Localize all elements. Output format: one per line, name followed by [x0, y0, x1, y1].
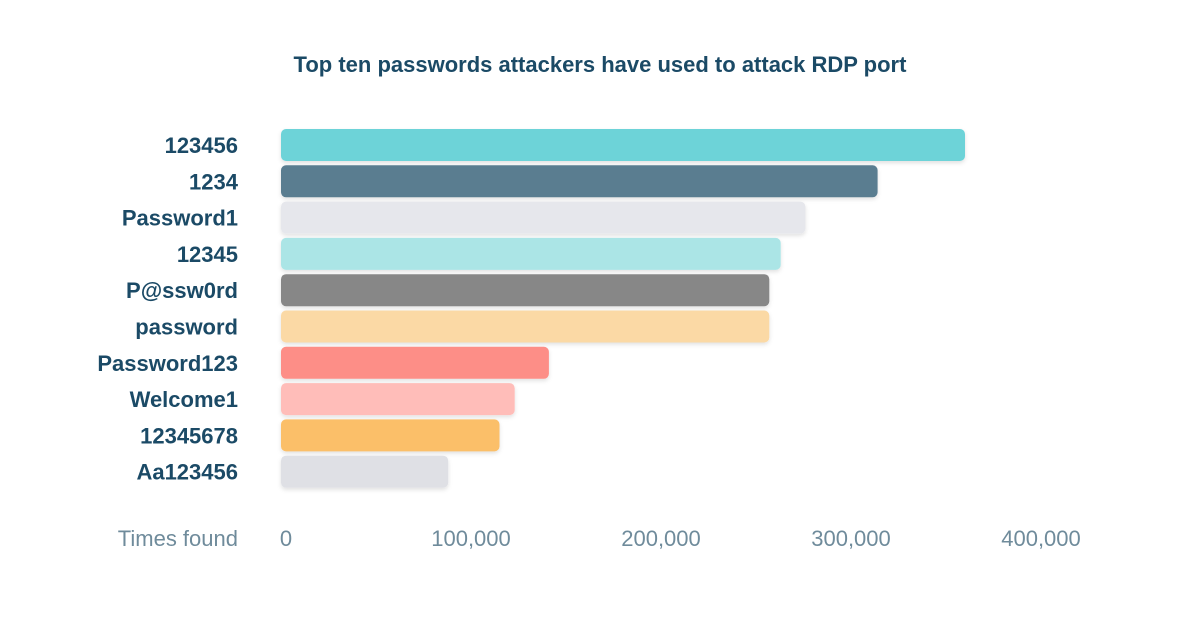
x-axis-title: Times found	[118, 526, 238, 551]
bar-12345678	[281, 419, 500, 452]
category-label: 1234	[189, 169, 239, 194]
chart-title: Top ten passwords attackers have used to…	[293, 52, 907, 77]
bar-P@ssw0rd	[281, 274, 770, 307]
category-label: Welcome1	[130, 387, 238, 412]
category-label: Password1	[122, 206, 238, 231]
x-tick-label: 0	[280, 526, 292, 551]
bar-Password1	[281, 201, 806, 234]
bar-12345	[281, 237, 781, 270]
category-label: password	[135, 315, 238, 340]
x-tick-label: 200,000	[621, 526, 701, 551]
category-label: 123456	[165, 133, 238, 158]
bar-Password123	[281, 346, 549, 379]
bar-password	[281, 310, 770, 343]
x-tick-label: 400,000	[1001, 526, 1081, 551]
bar-Welcome1	[281, 383, 515, 416]
bar-123456	[281, 129, 965, 161]
x-tick-label: 100,000	[431, 526, 511, 551]
category-label: Aa123456	[136, 460, 238, 485]
bar-1234	[281, 165, 878, 198]
category-label: P@ssw0rd	[126, 278, 238, 303]
category-label: 12345678	[140, 423, 238, 448]
category-label: 12345	[177, 242, 238, 267]
x-tick-label: 300,000	[811, 526, 891, 551]
category-label: Password123	[97, 351, 238, 376]
bar-Aa123456	[281, 455, 449, 488]
